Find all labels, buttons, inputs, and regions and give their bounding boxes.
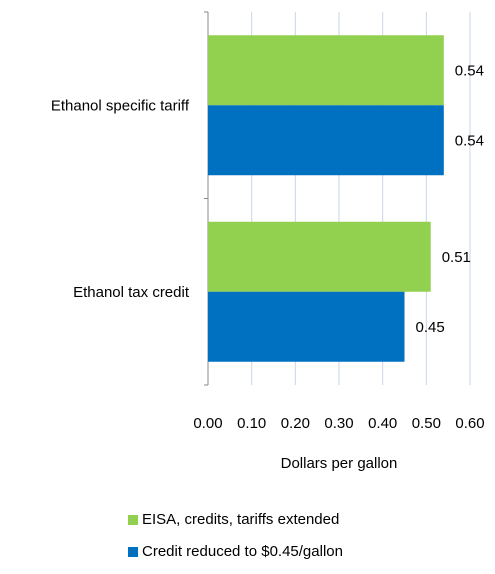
x-tick-label-4: 0.40 [368,415,397,432]
legend-label-credit-reduced: Credit reduced to $0.45/gallon [142,543,343,560]
category-label-1: Ethanol tax credit [73,284,190,301]
data-label-eisa-1: 0.51 [442,249,471,266]
legend-swatch-credit-reduced [128,546,138,557]
legend-item-credit-reduced: Credit reduced to $0.45/gallon [128,543,343,560]
x-tick-label-1: 0.10 [237,415,266,432]
x-axis-label: Dollars per gallon [280,455,398,472]
data-label-credit-reduced-0: 0.54 [455,132,484,149]
x-tick-label-3: 0.30 [324,415,353,432]
legend-item-eisa: EISA, credits, tariffs extended [128,511,339,528]
category-label-0: Ethanol specific tariff [51,97,190,114]
data-label-eisa-0: 0.54 [455,62,484,79]
x-tick-label-0: 0.00 [193,415,222,432]
data-label-credit-reduced-1: 0.45 [416,319,445,336]
bar-eisa-1 [208,221,431,292]
legend-label-eisa: EISA, credits, tariffs extended [142,511,340,528]
bar-credit-reduced-1 [208,291,405,362]
x-tick-label-5: 0.50 [412,415,441,432]
x-tick-label-6: 0.60 [455,415,484,432]
legend-swatch-eisa [128,514,138,525]
x-tick-label-2: 0.20 [281,415,310,432]
bar-credit-reduced-0 [208,105,444,176]
bar-eisa-0 [208,35,444,106]
